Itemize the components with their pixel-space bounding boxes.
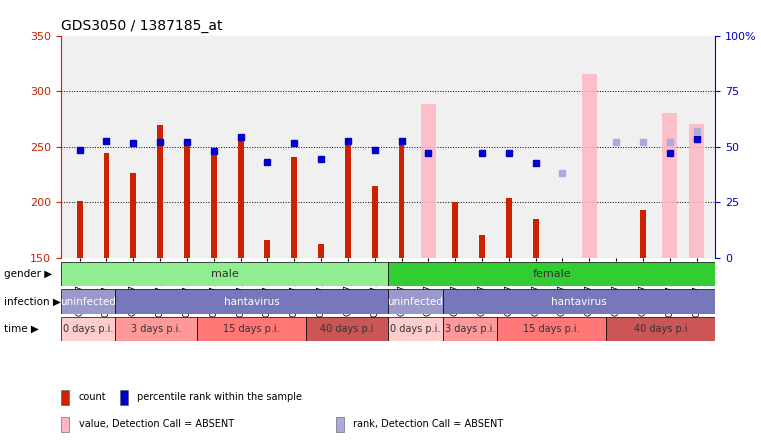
Bar [77, 201, 83, 258]
Text: 0 days p.i.: 0 days p.i. [390, 324, 441, 334]
Text: hantavirus: hantavirus [224, 297, 279, 307]
Bar [119, 390, 128, 405]
Text: time ▶: time ▶ [4, 324, 39, 334]
Bar [388, 317, 443, 341]
Bar [345, 143, 351, 258]
Bar [443, 317, 497, 341]
Bar [306, 317, 388, 341]
Bar [61, 416, 68, 432]
Bar [388, 289, 443, 314]
Bar [318, 244, 324, 258]
Text: 40 days p.i: 40 days p.i [634, 324, 687, 334]
Bar [555, 258, 570, 418]
Bar [506, 198, 511, 258]
Bar [399, 143, 405, 258]
Bar [291, 157, 298, 258]
Bar [211, 151, 217, 258]
Text: infection ▶: infection ▶ [4, 297, 61, 307]
Text: 0 days p.i.: 0 days p.i. [63, 324, 113, 334]
Text: rank, Detection Call = ABSENT: rank, Detection Call = ABSENT [353, 419, 504, 429]
Bar [61, 317, 116, 341]
Bar [372, 186, 377, 258]
Text: 3 days p.i.: 3 days p.i. [444, 324, 495, 334]
Bar [662, 113, 677, 258]
Bar [61, 289, 116, 314]
Bar [452, 202, 458, 258]
Bar [116, 289, 388, 314]
Bar [640, 210, 646, 258]
Bar [130, 173, 136, 258]
Bar [533, 219, 539, 258]
Bar [443, 289, 715, 314]
Text: 15 days p.i.: 15 days p.i. [524, 324, 580, 334]
Bar [689, 124, 704, 258]
Text: count: count [78, 392, 107, 402]
Bar [479, 235, 485, 258]
Bar [237, 138, 244, 258]
Text: uninfected: uninfected [387, 297, 444, 307]
Bar [184, 144, 190, 258]
Bar [116, 317, 197, 341]
Text: 15 days p.i.: 15 days p.i. [224, 324, 280, 334]
Text: uninfected: uninfected [60, 297, 116, 307]
Text: gender ▶: gender ▶ [4, 269, 52, 279]
Bar [421, 104, 436, 258]
Text: hantavirus: hantavirus [551, 297, 607, 307]
Text: 40 days p.i: 40 days p.i [320, 324, 374, 334]
Bar [61, 262, 388, 286]
Text: value, Detection Call = ABSENT: value, Detection Call = ABSENT [78, 419, 234, 429]
Text: percentile rank within the sample: percentile rank within the sample [138, 392, 302, 402]
Bar [497, 317, 607, 341]
Text: male: male [211, 269, 238, 279]
Bar [103, 153, 110, 258]
Bar [158, 126, 163, 258]
Bar [336, 416, 344, 432]
Bar [197, 317, 306, 341]
Bar [388, 262, 715, 286]
Bar [582, 75, 597, 258]
Text: GDS3050 / 1387185_at: GDS3050 / 1387185_at [61, 19, 222, 33]
Bar [265, 240, 270, 258]
Bar [607, 317, 715, 341]
Text: 3 days p.i.: 3 days p.i. [131, 324, 182, 334]
Bar [61, 390, 68, 405]
Text: female: female [533, 269, 571, 279]
